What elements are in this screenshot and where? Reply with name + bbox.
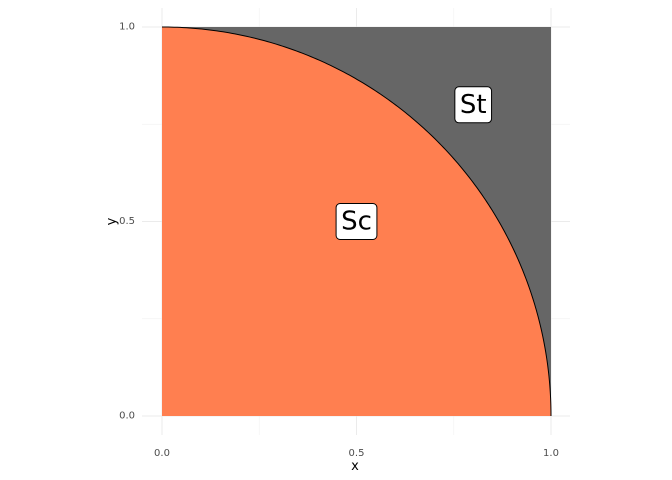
y-tick-label: 0.0 xyxy=(119,411,135,422)
x-axis-title: x xyxy=(351,459,359,474)
x-tick-label: 0.0 xyxy=(154,448,170,459)
x-axis-ticks: 0.0 0.5 1.0 xyxy=(154,448,559,459)
region-labels: St Sc xyxy=(335,86,493,240)
region-label-st: St xyxy=(454,86,493,124)
x-tick-label: 1.0 xyxy=(543,448,559,459)
label-box xyxy=(335,203,378,240)
y-axis-title: y xyxy=(105,217,120,225)
x-tick-label: 0.5 xyxy=(349,448,365,459)
y-axis-ticks: 0.0 0.5 1.0 xyxy=(119,22,135,422)
region-label-sc: Sc xyxy=(335,203,378,240)
y-tick-label: 0.5 xyxy=(119,216,135,227)
circle-arc xyxy=(161,26,552,417)
label-text: St xyxy=(460,90,487,120)
y-tick-label: 1.0 xyxy=(119,22,135,33)
label-box xyxy=(454,86,493,124)
label-text: Sc xyxy=(341,207,372,237)
